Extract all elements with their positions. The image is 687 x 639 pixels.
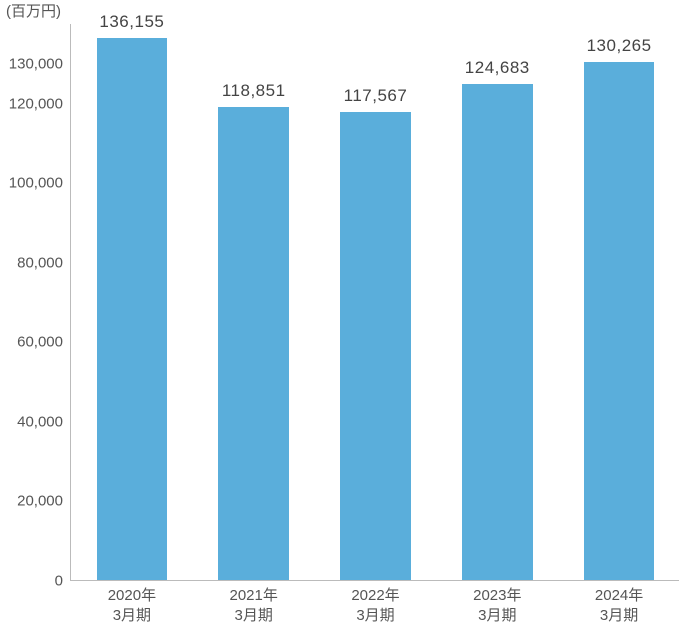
- y-axis-unit: (百万円): [6, 0, 61, 21]
- x-tick-label-line2: 3月期: [351, 606, 399, 626]
- bar: 136,155: [97, 38, 168, 580]
- x-tick-label-line2: 3月期: [595, 606, 643, 626]
- x-tick-label-line1: 2021年: [230, 587, 278, 604]
- x-tick-label: 2021年 3月期: [230, 580, 278, 625]
- x-tick-label: 2022年 3月期: [351, 580, 399, 625]
- x-tick-label: 2020年 3月期: [108, 580, 156, 625]
- plot-area: 020,00040,00060,00080,000100,000120,0001…: [70, 24, 679, 581]
- x-tick-label-line1: 2022年: [351, 587, 399, 604]
- y-tick-label: 20,000: [17, 493, 63, 510]
- x-tick-label-line1: 2023年: [473, 587, 521, 604]
- y-tick-label: 100,000: [9, 175, 63, 192]
- x-tick-label: 2024年 3月期: [595, 580, 643, 625]
- y-tick-label: 60,000: [17, 334, 63, 351]
- bar-value-label: 136,155: [99, 12, 164, 32]
- x-tick-label-line1: 2024年: [595, 587, 643, 604]
- bar-value-label: 124,683: [465, 58, 530, 78]
- bar-value-label: 118,851: [222, 81, 286, 101]
- y-tick-label: 0: [55, 573, 63, 590]
- x-tick-label-line2: 3月期: [108, 606, 156, 626]
- x-tick-label-line2: 3月期: [230, 606, 278, 626]
- bar: 124,683: [462, 84, 533, 580]
- x-tick-label-line2: 3月期: [473, 606, 521, 626]
- y-tick-label: 120,000: [9, 95, 63, 112]
- bar: 118,851: [218, 107, 289, 580]
- bar-chart: (百万円) 020,00040,00060,00080,000100,00012…: [0, 0, 687, 639]
- y-tick-label: 40,000: [17, 413, 63, 430]
- x-tick-label-line1: 2020年: [108, 587, 156, 604]
- bar-value-label: 130,265: [587, 36, 652, 56]
- y-tick-label: 130,000: [9, 55, 63, 72]
- x-tick-label: 2023年 3月期: [473, 580, 521, 625]
- y-tick-label: 80,000: [17, 254, 63, 271]
- bar: 117,567: [340, 112, 411, 580]
- bar-value-label: 117,567: [344, 86, 408, 106]
- bar: 130,265: [584, 62, 655, 580]
